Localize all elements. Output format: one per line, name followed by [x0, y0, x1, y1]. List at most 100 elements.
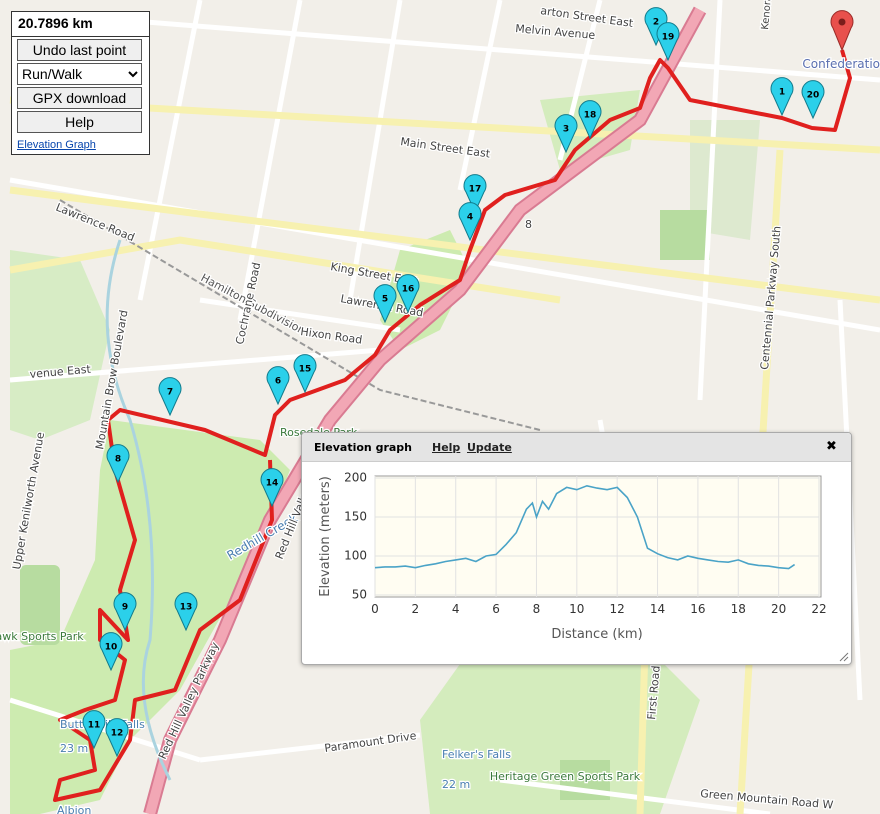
- window-title: Elevation graph: [314, 441, 413, 454]
- marker-label: 3: [563, 125, 569, 135]
- x-tick-label: 10: [569, 602, 584, 616]
- route-marker[interactable]: 8: [106, 444, 130, 484]
- marker-pin: [99, 632, 123, 672]
- route: [53, 49, 852, 802]
- elevation-line: [374, 484, 796, 570]
- gpx-button[interactable]: GPX download: [17, 87, 142, 109]
- close-button[interactable]: ✖: [826, 439, 837, 454]
- marker-label: 12: [111, 729, 124, 739]
- resize-handle: [839, 652, 849, 662]
- x-tick-label: 8: [533, 602, 541, 616]
- start-pin: [830, 10, 854, 52]
- marker-label: 9: [122, 603, 128, 613]
- route-marker[interactable]: 17: [463, 174, 487, 214]
- x-tick-label: 12: [610, 602, 625, 616]
- plot-area: [374, 475, 822, 598]
- route-marker[interactable]: 10: [99, 632, 123, 672]
- map-label: Mohawk Sports Park: [0, 630, 84, 643]
- marker-label: 6: [275, 377, 281, 387]
- marker-label: 7: [167, 388, 173, 398]
- map-label: Confederation: [802, 57, 880, 71]
- x-tick-label: 22: [811, 602, 826, 616]
- route-marker[interactable]: 15: [293, 354, 317, 394]
- mode-select[interactable]: Run/Walk: [17, 63, 142, 85]
- route-marker[interactable]: 18: [578, 100, 602, 140]
- route-marker[interactable]: 16: [396, 274, 420, 314]
- x-tick-label: 2: [412, 602, 420, 616]
- route-marker[interactable]: 20: [801, 80, 825, 120]
- marker-label: 19: [662, 33, 675, 43]
- x-tick-label: 0: [371, 602, 379, 616]
- route-marker[interactable]: 6: [266, 366, 290, 406]
- controls: 20.7896 km Undo last point Run/Walk GPX …: [11, 11, 150, 155]
- marker-label: 11: [88, 721, 101, 731]
- route-marker[interactable]: 11: [82, 710, 106, 750]
- marker-label: 1: [779, 88, 785, 98]
- route-marker[interactable]: 19: [656, 22, 680, 62]
- distance: 20.7896 km: [12, 12, 149, 37]
- marker-pin: [578, 100, 602, 140]
- route-marker[interactable]: 1: [770, 77, 794, 117]
- marker-pin: [158, 377, 182, 417]
- elevation-link[interactable]: Elevation Graph: [17, 139, 96, 151]
- help-link[interactable]: Help: [432, 441, 461, 454]
- elevation-window: Elevation graph Help Update ✖ 50 100 150 20…: [301, 432, 852, 665]
- map-label: Heritage Green Sports Park: [490, 770, 641, 783]
- marker-pin: [463, 174, 487, 214]
- marker-label: 5: [382, 295, 388, 305]
- route-marker[interactable]: 14: [260, 468, 284, 508]
- map-label: 23 m: [60, 742, 88, 755]
- route-marker[interactable]: 12: [105, 718, 129, 758]
- y-tick-label: 150: [344, 510, 367, 524]
- map-label: Felker's Falls: [442, 748, 511, 761]
- marker-label: 18: [584, 111, 597, 121]
- marker-label: 20: [807, 91, 820, 101]
- route-marker[interactable]: 7: [158, 377, 182, 417]
- marker-pin: [82, 710, 106, 750]
- x-tick-label: 4: [452, 602, 460, 616]
- marker-pin: [554, 114, 578, 154]
- x-tick-label: 6: [492, 602, 500, 616]
- route-marker[interactable]: 5: [373, 284, 397, 324]
- marker-label: 17: [469, 185, 482, 195]
- railway: [59, 199, 541, 431]
- marker-pin: [396, 274, 420, 314]
- marker-pin: [373, 284, 397, 324]
- route-marker[interactable]: 2: [644, 7, 668, 47]
- y-tick-label: 200: [344, 471, 367, 485]
- marker-label: 13: [180, 603, 193, 613]
- help-button[interactable]: Help: [17, 111, 142, 133]
- marker-pin: [644, 7, 668, 47]
- route-marker[interactable]: 4: [458, 202, 482, 242]
- marker-pin: [770, 77, 794, 117]
- highway-inner: [145, 7, 705, 814]
- y-tick-label: 100: [344, 549, 367, 563]
- x-tick-label: 14: [650, 602, 665, 616]
- marker-pin: [266, 366, 290, 406]
- route-marker[interactable]: 9: [113, 592, 137, 632]
- marker-pin: [801, 80, 825, 120]
- map-label: Kenora: [760, 0, 774, 30]
- marker-pin: [260, 468, 284, 508]
- map-label: 22 m: [442, 778, 470, 791]
- marker-pin: [174, 592, 198, 632]
- marker-pin: [105, 718, 129, 758]
- route-marker[interactable]: 13: [174, 592, 198, 632]
- marker-label: 4: [467, 213, 473, 223]
- marker-pin: [656, 22, 680, 62]
- elevation-chart: 50 100 150 200 0 2 4 6 8 10 12 14 16 18 20 22 Distance (…: [318, 471, 849, 662]
- marker-pin: [458, 202, 482, 242]
- marker-label: 10: [105, 643, 118, 653]
- marker-label: 16: [402, 285, 415, 295]
- undo-button[interactable]: Undo last point: [17, 39, 142, 61]
- x-tick-label: 16: [690, 602, 705, 616]
- x-axis-label: Distance (km): [551, 627, 642, 642]
- route-marker[interactable]: 3: [554, 114, 578, 154]
- marker-label: 14: [266, 479, 279, 489]
- update-link[interactable]: Update: [467, 441, 512, 454]
- marker-pin: [293, 354, 317, 394]
- map-label: 8: [525, 218, 532, 231]
- map-label: Albion: [57, 804, 91, 814]
